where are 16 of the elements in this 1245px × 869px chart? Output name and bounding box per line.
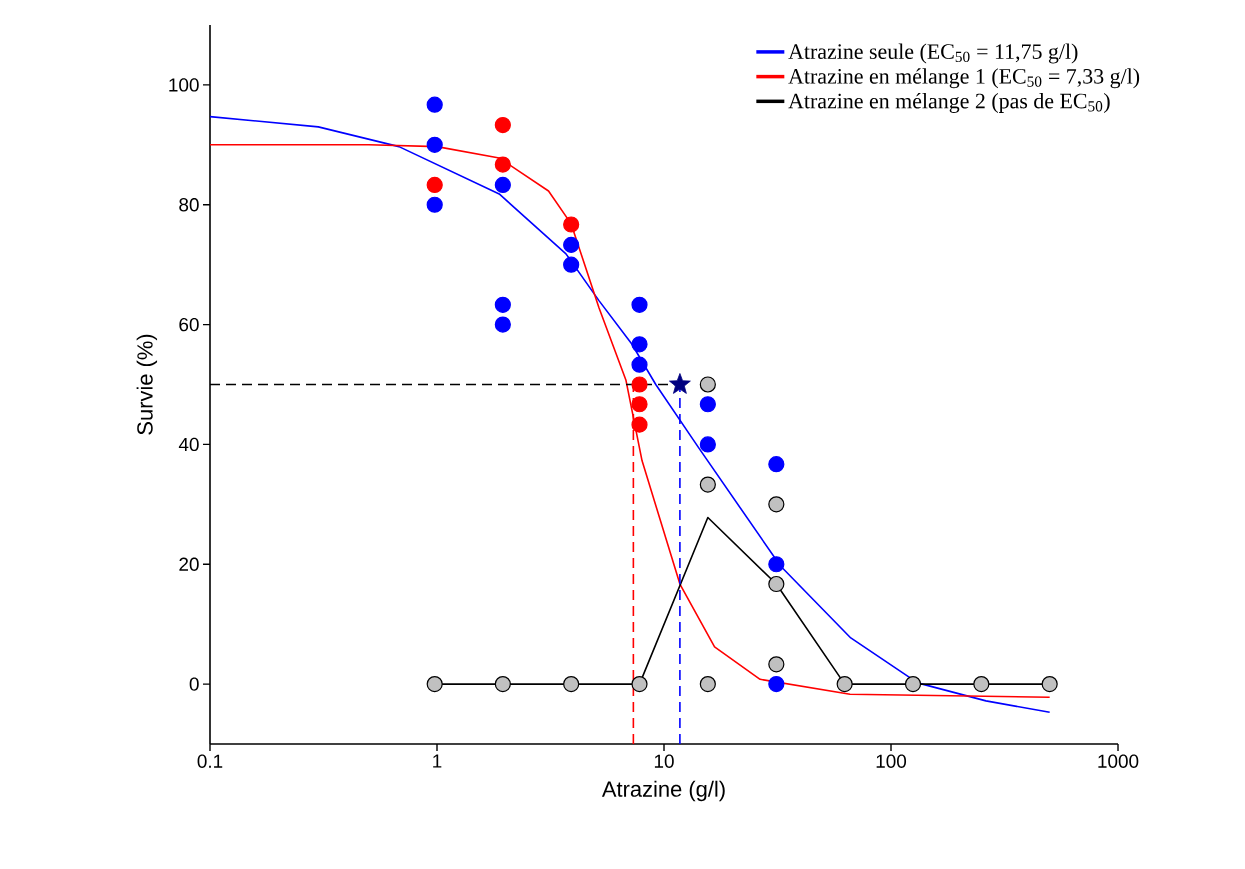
- y-tick-label: 100: [169, 78, 199, 92]
- y-tick-label: 60: [179, 317, 199, 332]
- legend-label: Atrazine seule (EC$_{50}$ = 11,75 g/l): [788, 43, 1078, 64]
- legend-label: Atrazine en mélange 1 (EC$_{50}$ = 7,33 g/l): [788, 68, 1140, 89]
- y-tick-label: 80: [179, 198, 199, 212]
- x-tick-label: 1000: [1098, 754, 1139, 768]
- y-tick-label: 40: [178, 437, 199, 452]
- y-tick-label: 0: [189, 677, 199, 691]
- legend-label: Atrazine en mélange 2 (pas de EC$_{50}$): [788, 92, 1110, 113]
- x-tick-label: 10: [654, 754, 674, 768]
- x-axis-title: Atrazine (g/l): [601, 780, 725, 802]
- x-tick-label: 1: [433, 754, 442, 768]
- y-tick-label: 20: [179, 557, 199, 571]
- y-axis-title: Survie (%): [136, 334, 158, 435]
- x-tick-label: 0.1: [197, 754, 223, 768]
- x-tick-label: 100: [876, 754, 907, 768]
